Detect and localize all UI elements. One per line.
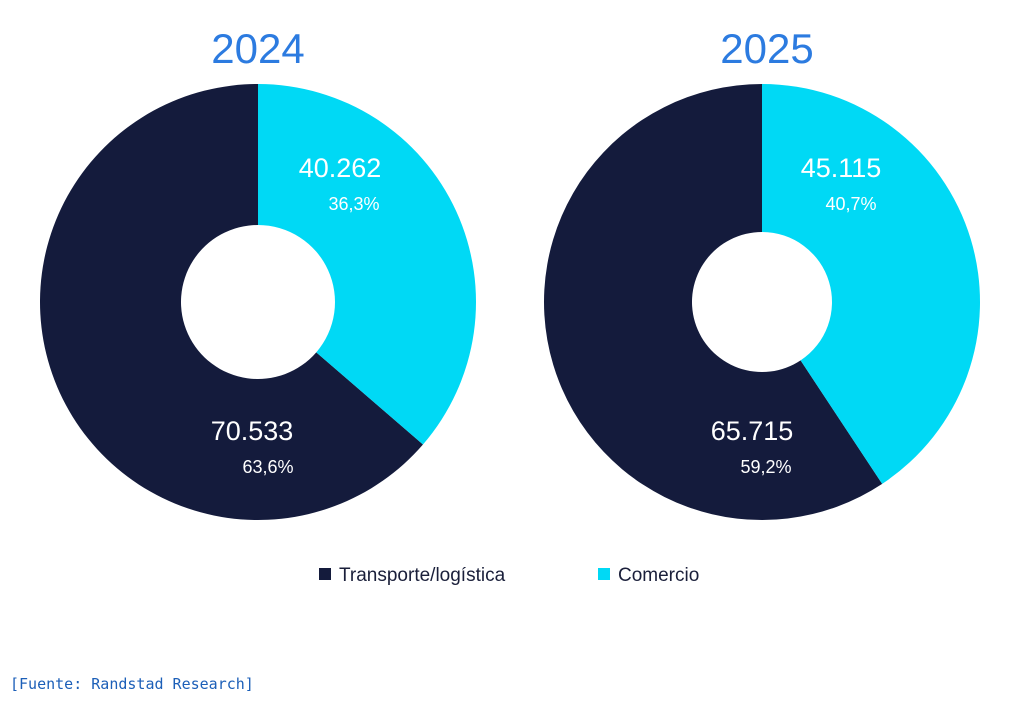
value-label-2024-comercio: 40.262 xyxy=(299,153,382,183)
percent-label-2024-comercio: 36,3% xyxy=(328,194,379,214)
legend-label-comercio: Comercio xyxy=(618,565,699,586)
value-label-2025-transporte: 65.715 xyxy=(711,416,794,446)
slice-2024-comercio xyxy=(258,84,477,445)
percent-label-2025-transporte: 59,2% xyxy=(740,457,791,477)
slice-2025-comercio xyxy=(762,84,980,484)
donut-chart-2024: 2024 40.262 36,3% 70.533 63,6% xyxy=(40,25,477,520)
chart-title-2025: 2025 xyxy=(720,25,813,72)
percent-label-2025-comercio: 40,7% xyxy=(825,194,876,214)
percent-label-2024-transporte: 63,6% xyxy=(242,457,293,477)
donut-chart-2025: 2025 45.115 40,7% 65.715 59,2% xyxy=(543,25,980,521)
legend-swatch-transporte xyxy=(319,568,331,580)
value-label-2024-transporte: 70.533 xyxy=(211,416,294,446)
slice-2024-transporte xyxy=(40,84,423,520)
value-label-2025-comercio: 45.115 xyxy=(801,153,882,183)
legend: Transporte/logística Comercio xyxy=(319,565,699,586)
source-note: [Fuente: Randstad Research] xyxy=(10,675,254,693)
chart-title-2024: 2024 xyxy=(211,25,304,72)
slice-2025-transporte xyxy=(543,84,883,521)
legend-swatch-comercio xyxy=(598,568,610,580)
legend-label-transporte: Transporte/logística xyxy=(339,565,506,586)
